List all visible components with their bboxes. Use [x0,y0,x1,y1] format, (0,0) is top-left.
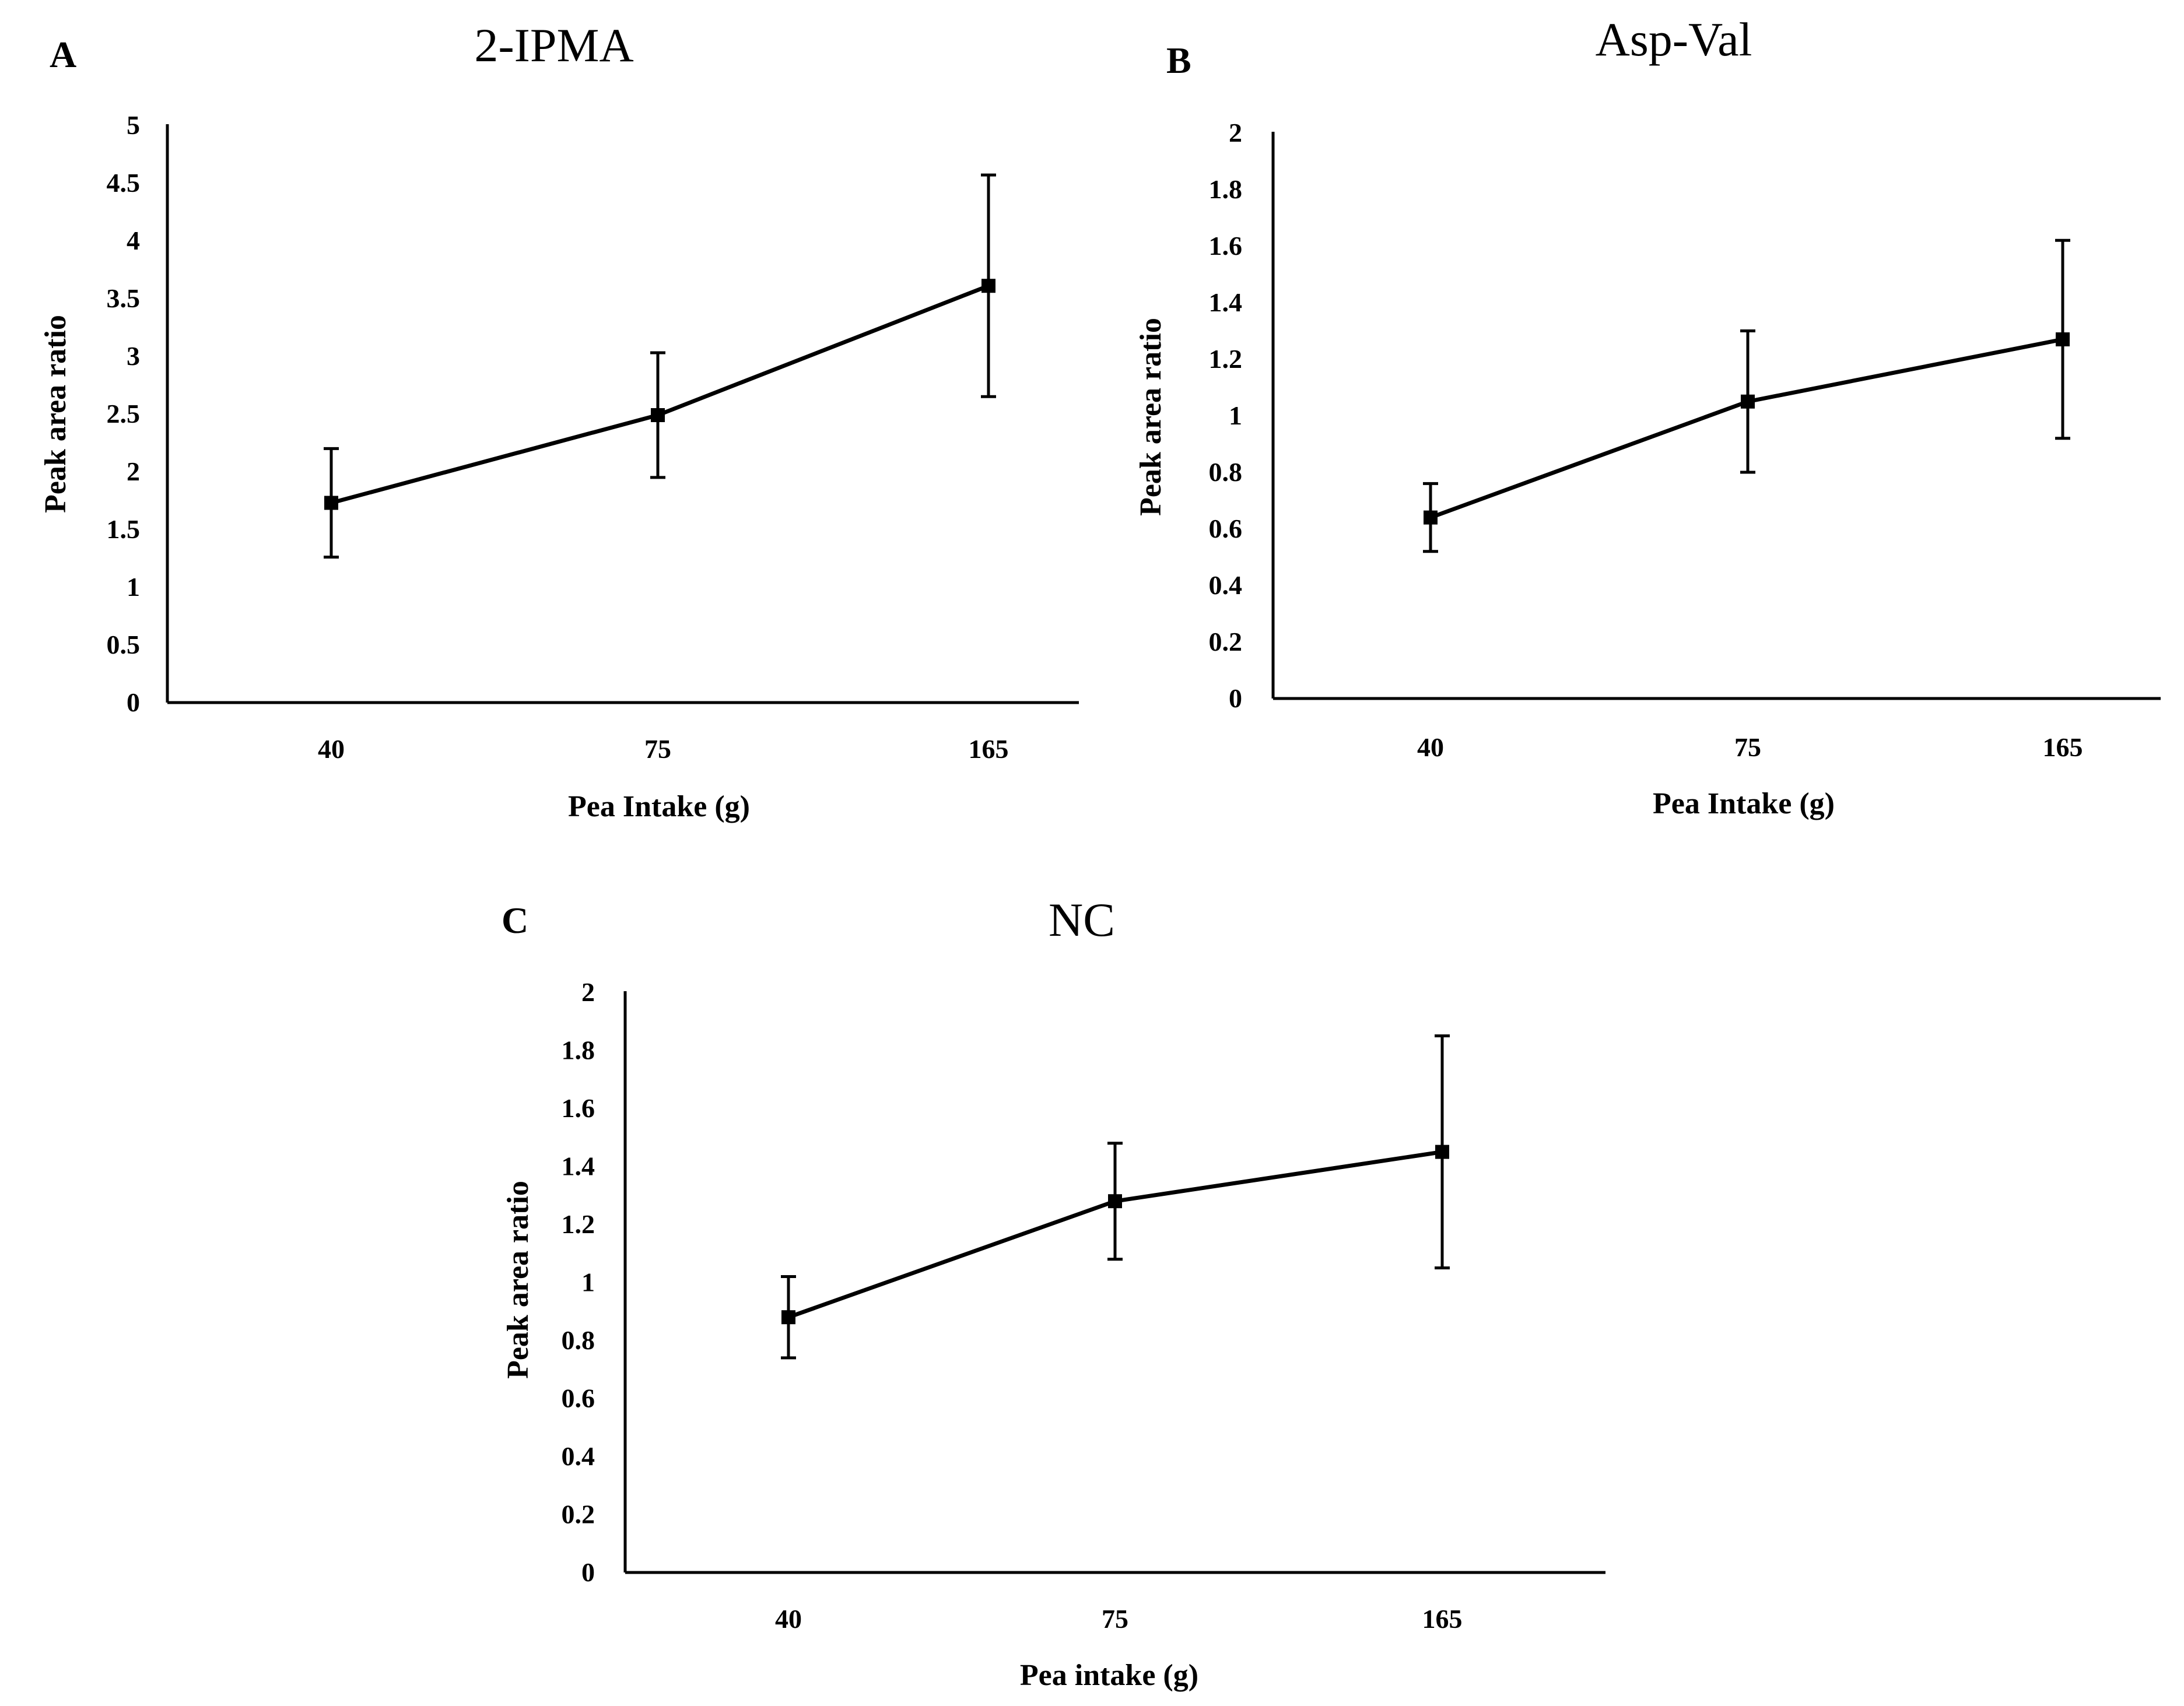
y-tick-label: 0.2 [1209,627,1243,657]
x-tick-label: 40 [775,1604,802,1634]
panel-letter: A [50,34,76,75]
x-tick-label: 165 [969,734,1009,764]
y-tick-label: 4.5 [107,168,141,198]
chart-panel-b: B Asp-Val 0 0.2 0.4 0.6 0.8 1 1.2 1.4 1.6 1.8 2 40 75 1… [1134,13,2161,820]
y-tick-label: 2.5 [107,399,141,429]
x-tick-label: 40 [318,734,345,764]
x-tick-label: 75 [1102,1604,1128,1634]
chart-panel-a: A 2-IPMA 0 0.5 1 1.5 2 2.5 3 3.5 4 4.5 5 40 75 165 Pea I… [39,19,1079,823]
y-tick-label: 1.4 [562,1152,595,1181]
chart-panel-c: C NC 0 0.2 0.4 0.6 0.8 1 1.2 1.4 1.6 1.8 2 40 75 165 Pea… [502,893,1605,1692]
y-tick-label: 1.6 [562,1093,595,1123]
y-tick-label: 0.8 [1209,457,1243,487]
y-tick-label: 1 [1229,401,1242,430]
x-tick-label: 75 [1734,732,1761,762]
y-axis-title: Peak area ratio [39,315,72,513]
y-tick-label: 1.8 [1209,174,1243,204]
chart-title: NC [1049,893,1115,946]
y-tick-label: 5 [127,110,140,140]
y-tick-label: 1 [127,572,140,602]
y-tick-label: 0 [127,687,140,717]
y-tick-label: 1.8 [562,1035,595,1065]
panel-letter: C [502,900,528,941]
data-point-marker [1435,1145,1449,1159]
y-tick-label: 0.4 [1209,570,1243,600]
y-tick-label: 1 [581,1268,595,1297]
chart-title: Asp-Val [1596,13,1752,66]
y-tick-label: 2 [1229,118,1242,148]
x-tick-label: 75 [644,734,671,764]
y-tick-label: 0 [1229,683,1242,713]
data-point-marker [1741,394,1755,409]
y-tick-label: 3.5 [107,283,141,313]
data-point-marker [324,496,338,510]
x-tick-label: 165 [2043,732,2083,762]
y-tick-label: 0 [581,1557,595,1587]
y-tick-label: 0.5 [107,630,141,659]
y-tick-label: 0.8 [562,1325,595,1355]
x-axis-title: Pea Intake (g) [568,790,750,823]
y-tick-label: 1.2 [1209,344,1243,374]
y-tick-label: 0.6 [562,1384,595,1413]
data-point-marker [2056,332,2070,347]
x-tick-label: 165 [1422,1604,1463,1634]
y-tick-label: 1.2 [562,1209,595,1239]
y-axis-title: Peak area ratio [502,1181,535,1379]
data-point-marker [1424,510,1438,525]
y-tick-label: 2 [581,977,595,1007]
y-tick-label: 4 [127,226,140,255]
y-tick-label: 1.4 [1209,287,1243,317]
y-tick-label: 0.6 [1209,514,1243,543]
chart-title: 2-IPMA [474,19,633,72]
y-tick-label: 1.5 [107,514,141,544]
data-point-marker [981,279,995,293]
panel-letter: B [1166,40,1191,81]
y-tick-label: 0.4 [562,1441,595,1471]
data-point-marker [781,1310,795,1325]
y-axis-title: Peak area ratio [1134,318,1168,516]
x-axis-title: Pea Intake (g) [1653,787,1835,820]
y-tick-label: 0.2 [562,1500,595,1529]
x-tick-label: 40 [1417,732,1444,762]
y-tick-label: 3 [127,341,140,371]
data-point-marker [1108,1194,1122,1209]
x-axis-title: Pea intake (g) [1020,1659,1198,1692]
y-tick-label: 2 [127,457,140,486]
y-tick-label: 1.6 [1209,231,1243,261]
data-point-marker [651,408,665,422]
